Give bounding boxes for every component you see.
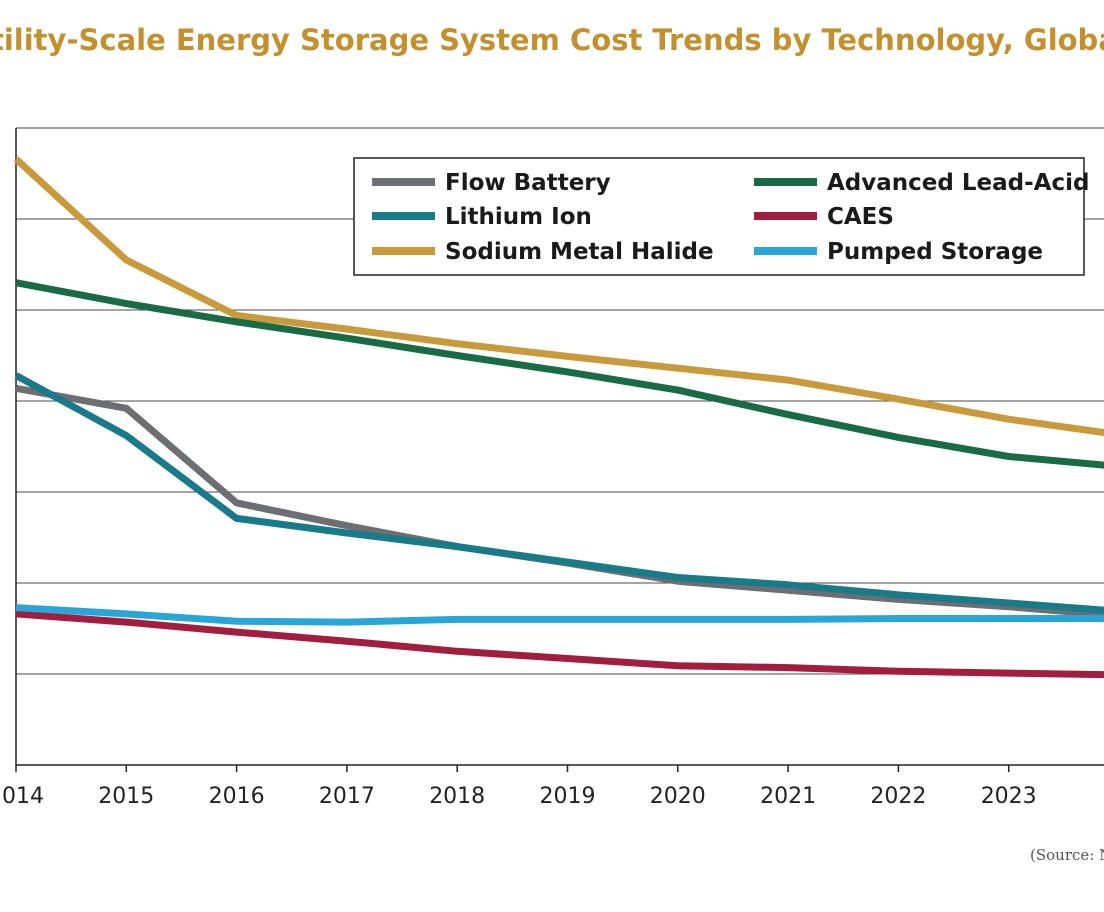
x-tick-label: 2020 xyxy=(650,784,706,809)
series-line-pumped-storage: Pumped Storage xyxy=(16,608,1104,623)
x-tick-label: 2016 xyxy=(209,784,265,809)
legend-label: CAES xyxy=(827,204,894,230)
x-tick-label: 2018 xyxy=(429,784,485,809)
x-tick-label: 2017 xyxy=(319,784,375,809)
chart: tility-Scale Energy Storage System Cost … xyxy=(0,0,1104,912)
x-tick-label: 2014 xyxy=(0,784,44,809)
legend-label: Sodium Metal Halide xyxy=(445,239,714,265)
x-tick-label: 2021 xyxy=(760,784,816,809)
legend-label: Advanced Lead-Acid xyxy=(827,170,1089,196)
legend-label: Flow Battery xyxy=(445,170,611,196)
x-tick-label: 2019 xyxy=(540,784,596,809)
legend: Flow Battery Lithium Ion Sodium Metal Hali… xyxy=(354,158,1089,275)
series-line-flow-battery: Flow Battery xyxy=(16,388,1104,616)
x-tick-label: 2015 xyxy=(98,784,154,809)
chart-title: tility-Scale Energy Storage System Cost … xyxy=(0,23,1104,57)
series-line-lithium-ion: Lithium Ion xyxy=(16,376,1104,612)
x-tick-label: 2022 xyxy=(870,784,926,809)
source-note: (Source: N xyxy=(1030,846,1104,864)
series-line-caes: CAES xyxy=(16,614,1104,675)
legend-label: Lithium Ion xyxy=(445,204,592,230)
legend-label: Pumped Storage xyxy=(827,239,1043,265)
x-tick-label: 2023 xyxy=(981,784,1037,809)
line-chart: tility-Scale Energy Storage System Cost … xyxy=(0,0,1104,912)
